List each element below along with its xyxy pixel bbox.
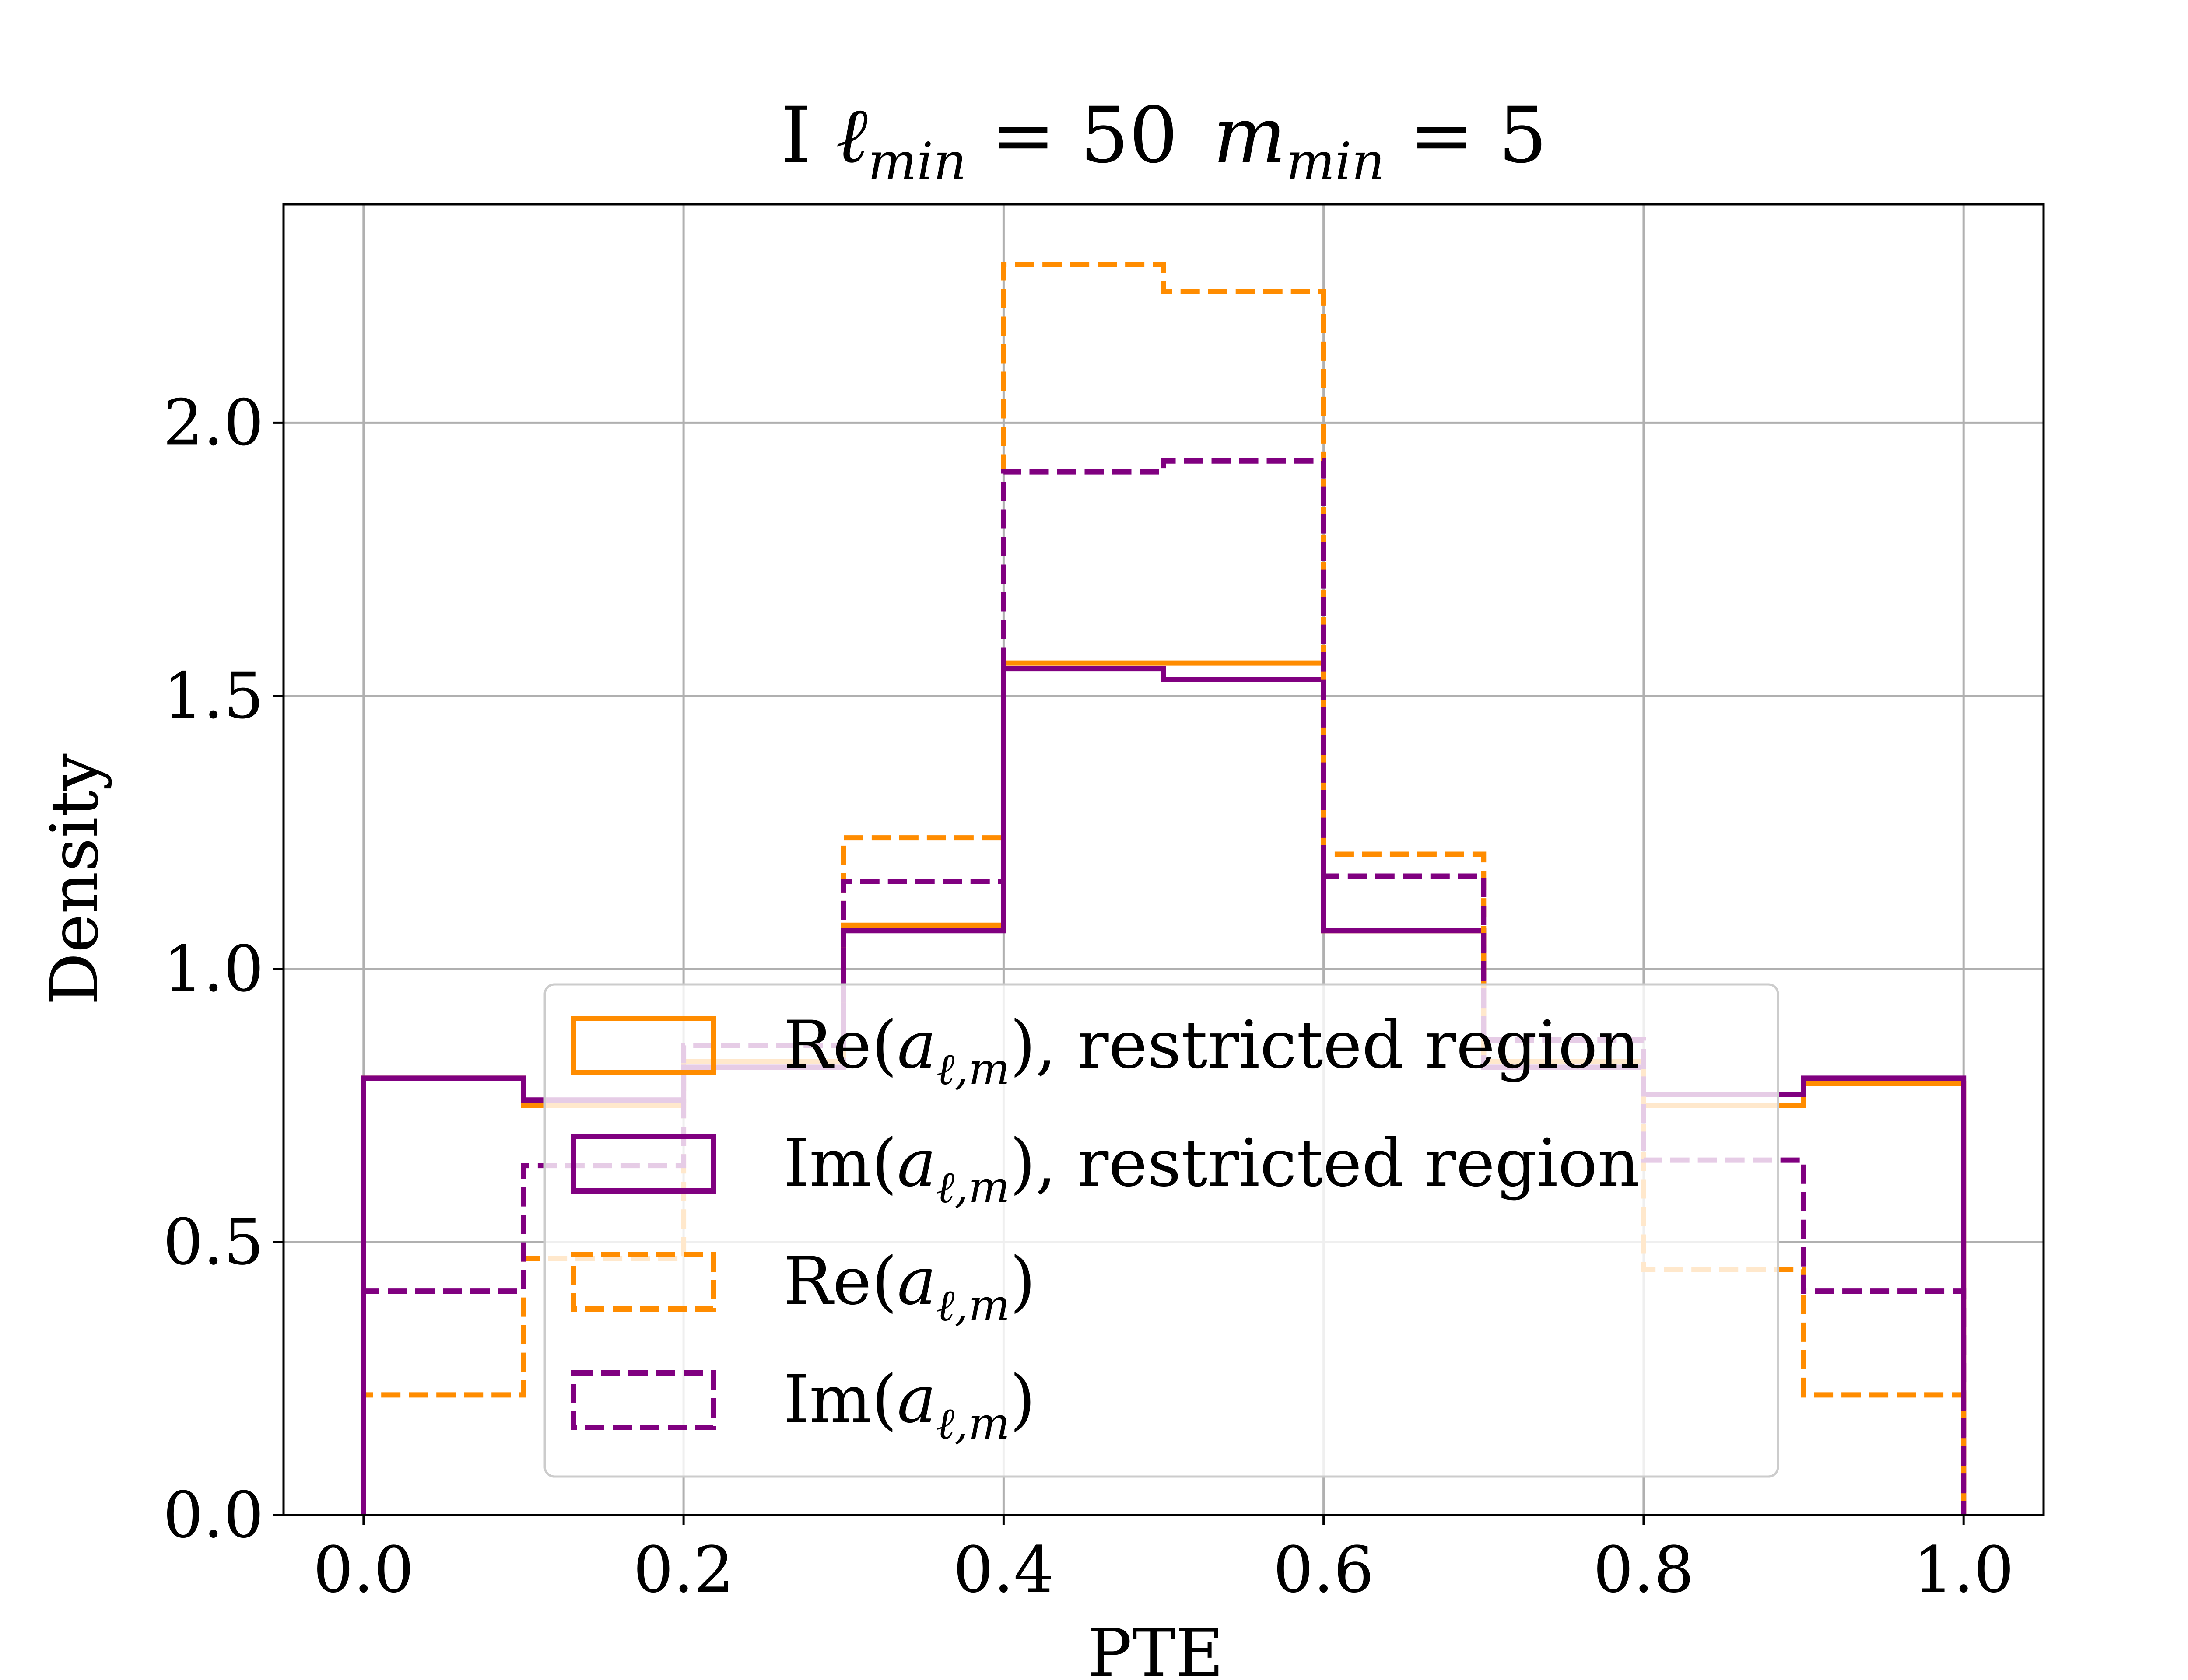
legend-label-1: Im(aℓ,m), restricted region bbox=[783, 1125, 1640, 1213]
y-tick-label: 2.0 bbox=[163, 386, 264, 460]
y-tick-label: 0.5 bbox=[163, 1205, 264, 1279]
y-tick-label: 0.0 bbox=[163, 1478, 264, 1552]
plot-frame bbox=[282, 203, 2045, 1516]
y-tick-label: 1.5 bbox=[163, 659, 264, 733]
y-tick-label: 1.0 bbox=[163, 932, 264, 1006]
x-tick-label: 1.0 bbox=[1913, 1533, 2014, 1607]
x-axis-label: PTE bbox=[1088, 1615, 1224, 1680]
title-m-subscript: min bbox=[1286, 131, 1385, 192]
y-axis-label: Density bbox=[37, 753, 113, 1005]
legend-swatch-1 bbox=[571, 1134, 716, 1194]
title-m-value: = 5 bbox=[1385, 91, 1547, 180]
title-ell-symbol: ℓ bbox=[836, 91, 868, 180]
chart-title: I ℓmin = 50 mmin = 5 bbox=[781, 91, 1547, 192]
y-axis-ticks: 0.0 0.5 1.0 1.5 2.0 bbox=[163, 386, 284, 1552]
legend-swatch-3 bbox=[571, 1370, 716, 1430]
legend-swatch-2 bbox=[571, 1252, 716, 1312]
x-tick-label: 0.6 bbox=[1273, 1533, 1374, 1607]
legend: Re(aℓ,m), restricted region Im(aℓ,m), res… bbox=[543, 983, 1779, 1478]
x-tick-label: 0.0 bbox=[313, 1533, 414, 1607]
legend-label-2: Re(aℓ,m) bbox=[783, 1243, 1035, 1331]
title-m-symbol: m bbox=[1213, 91, 1286, 180]
title-ell-subscript: min bbox=[868, 131, 967, 192]
x-tick-label: 0.4 bbox=[953, 1533, 1054, 1607]
x-tick-label: 0.8 bbox=[1593, 1533, 1694, 1607]
title-ell-value: = 50 bbox=[967, 91, 1178, 180]
title-prefix: I bbox=[781, 91, 835, 180]
legend-label-0: Re(aℓ,m), restricted region bbox=[783, 1007, 1640, 1095]
legend-swatch-0 bbox=[571, 1016, 716, 1075]
legend-label-3: Im(aℓ,m) bbox=[783, 1362, 1035, 1449]
x-tick-label: 0.2 bbox=[633, 1533, 734, 1607]
legend-box bbox=[543, 983, 1779, 1478]
x-axis-ticks: 0.0 0.2 0.4 0.6 0.8 1.0 bbox=[313, 1515, 2014, 1607]
